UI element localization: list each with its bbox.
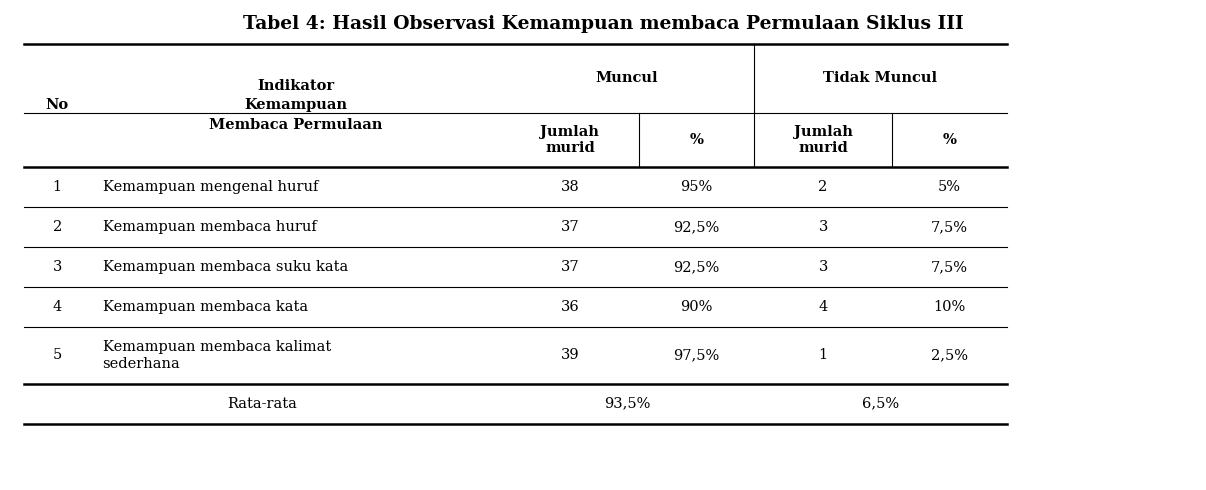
Text: 37: 37 [561,220,579,234]
Text: 7,5%: 7,5% [931,220,968,234]
Text: 90%: 90% [680,300,713,314]
Text: Tabel 4: Hasil Observasi Kemampuan membaca Permulaan Siklus III: Tabel 4: Hasil Observasi Kemampuan memba… [242,15,964,33]
Text: 39: 39 [561,348,579,363]
Text: 1: 1 [53,180,62,194]
Text: 4: 4 [819,300,827,314]
Text: %: % [943,133,956,147]
Text: Indikator
Kemampuan
Membaca Permulaan: Indikator Kemampuan Membaca Permulaan [209,79,382,132]
Text: 97,5%: 97,5% [673,348,720,363]
Text: 7,5%: 7,5% [931,260,968,274]
Text: %: % [690,133,703,147]
Text: Tidak Muncul: Tidak Muncul [824,72,937,85]
Text: 2: 2 [53,220,62,234]
Text: 3: 3 [53,260,62,274]
Text: Kemampuan mengenal huruf: Kemampuan mengenal huruf [103,180,318,194]
Text: 95%: 95% [680,180,713,194]
Text: 2: 2 [819,180,827,194]
Text: Rata-rata: Rata-rata [228,397,297,411]
Text: 37: 37 [561,260,579,274]
Text: 92,5%: 92,5% [673,260,720,274]
Text: 3: 3 [819,220,827,234]
Text: 5: 5 [53,348,62,363]
Text: 2,5%: 2,5% [931,348,968,363]
Text: Jumlah
murid: Jumlah murid [540,124,599,155]
Text: Jumlah
murid: Jumlah murid [794,124,853,155]
Text: 3: 3 [819,260,827,274]
Text: 1: 1 [819,348,827,363]
Text: Kemampuan membaca suku kata: Kemampuan membaca suku kata [103,260,347,274]
Text: Kemampuan membaca huruf: Kemampuan membaca huruf [103,220,316,234]
Text: 93,5%: 93,5% [604,397,650,411]
Text: 38: 38 [561,180,579,194]
Text: 10%: 10% [933,300,966,314]
Text: 6,5%: 6,5% [862,397,898,411]
Text: 5%: 5% [938,180,961,194]
Text: Kemampuan membaca kata: Kemampuan membaca kata [103,300,308,314]
Text: 92,5%: 92,5% [673,220,720,234]
Text: No: No [46,98,69,112]
Text: 36: 36 [561,300,579,314]
Text: 4: 4 [53,300,62,314]
Text: Muncul: Muncul [596,72,658,85]
Text: Kemampuan membaca kalimat
sederhana: Kemampuan membaca kalimat sederhana [103,341,330,370]
